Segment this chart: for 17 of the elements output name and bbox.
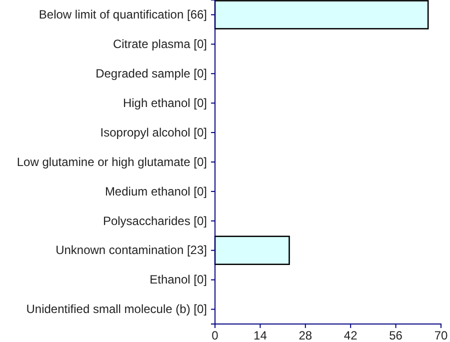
x-tick-label: 56: [389, 328, 403, 342]
y-tick-label: Unidentified small molecule (b) [0]: [26, 302, 207, 316]
x-tick-label: 70: [434, 328, 448, 342]
x-tick-label: 14: [254, 328, 268, 342]
x-tick-label: 0: [212, 328, 219, 342]
y-tick-label: Medium ethanol [0]: [104, 184, 207, 198]
y-tick-label: Degraded sample [0]: [96, 66, 207, 80]
x-tick-label: 28: [298, 328, 312, 342]
y-tick-label: High ethanol [0]: [122, 96, 207, 110]
x-tick-label: 42: [344, 328, 358, 342]
y-tick-label: Isopropyl alcohol [0]: [100, 125, 207, 140]
y-tick-label: Unknown contamination [23]: [56, 243, 207, 258]
y-tick-label: Low glutamine or high glutamate [0]: [16, 154, 207, 169]
y-tick-label: Ethanol [0]: [150, 272, 207, 287]
y-tick-label: Below limit of quantification [66]: [38, 8, 207, 22]
y-tick-label: Citrate plasma [0]: [112, 37, 207, 52]
y-tick-label: Polysaccharides [0]: [102, 214, 207, 228]
